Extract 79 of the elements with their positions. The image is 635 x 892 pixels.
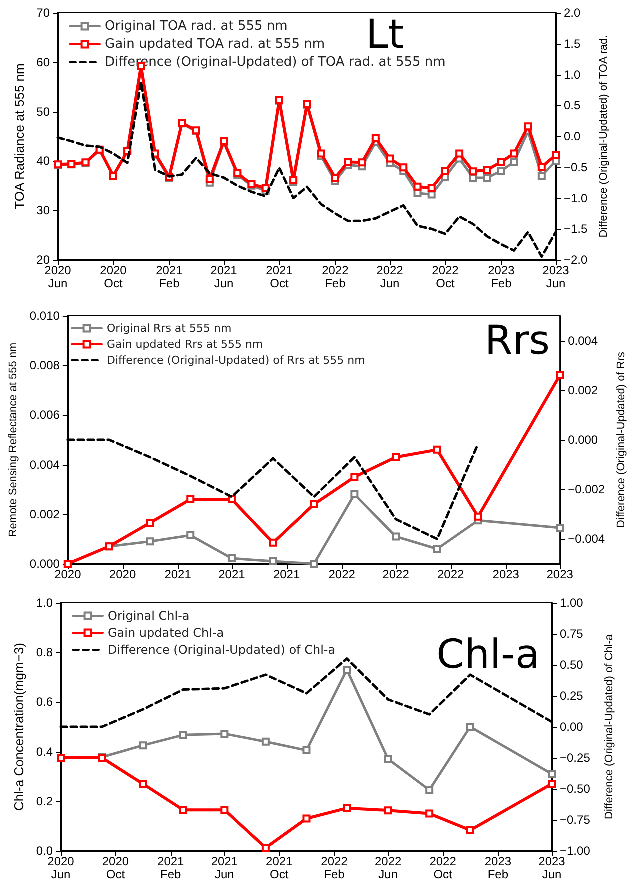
x-tick-label: 2021 Feb <box>158 854 185 882</box>
x-tick-label: 2023 Feb <box>484 854 512 882</box>
y2-tick-label: −0.002 <box>568 482 606 497</box>
x-tick-label: 2022 Feb <box>322 264 350 290</box>
y-tick-label: 0.010 <box>30 309 60 323</box>
y2-tick-label: −0.004 <box>568 532 606 546</box>
y2-tick-label: 0.25 <box>560 689 584 703</box>
y-tick-label: 0.002 <box>30 507 60 522</box>
x-tick-label: 2020 Oct <box>102 854 130 882</box>
y2-tick-label: 2.0 <box>564 6 582 20</box>
x-tick-label: 2021 <box>218 568 246 582</box>
y-tick-label: 70 <box>36 6 50 20</box>
y2-tick-label: −0.25 <box>560 751 591 765</box>
y2-tick-label: 1.00 <box>560 596 584 610</box>
x-tick-label: 2022 Jun <box>374 854 402 882</box>
x-tick-label: 2021 Oct <box>266 854 294 882</box>
x-tick-label: 2021 Jun <box>211 854 238 882</box>
y2-tick-label: −0.5 <box>564 160 588 174</box>
y2-tick-label: 0.002 <box>568 383 598 398</box>
y-tick-label: 0.008 <box>30 358 60 373</box>
y2-tick-label: 0.5 <box>564 98 582 113</box>
x-tick-label: 2020 <box>109 568 136 582</box>
y2-tick-label: 0.004 <box>568 334 598 348</box>
y2-tick-label: −0.75 <box>560 813 591 827</box>
legend-label: Difference (Original-Updated) of Rrs at 555 nm <box>107 354 366 367</box>
y2-tick-label: 1.0 <box>564 68 582 82</box>
annotation: Rrs <box>484 318 550 364</box>
y2-axis-title: Difference (Original-Updated) of Rrs <box>616 352 628 528</box>
y-tick-label: 50 <box>36 104 50 119</box>
y-tick-label: 60 <box>36 55 50 70</box>
y2-tick-label: −1.0 <box>564 191 588 206</box>
legend-label: Gain updated Chl-a <box>108 626 224 640</box>
legend-label: Difference (Original-Updated) of TOA rad. at 555 nm <box>105 55 446 70</box>
x-tick-label: 2022 <box>438 568 465 582</box>
annotation: Chl-a <box>436 632 540 678</box>
y-tick-label: 40 <box>36 154 50 168</box>
legend-label: Difference (Original-Updated) of Chl-a <box>108 643 336 657</box>
x-tick-label: 2021 <box>273 568 300 582</box>
x-tick-label: 2022 <box>382 568 410 582</box>
x-tick-label: 2023 <box>492 568 520 582</box>
x-tick-label: 2021 Jun <box>210 264 238 290</box>
y-tick-label: 0.6 <box>36 695 54 710</box>
y-tick-label: 30 <box>36 204 50 218</box>
y-tick-label: 0.2 <box>36 794 54 808</box>
y2-tick-label: 0.0 <box>564 130 582 144</box>
legend-label: Gain updated Rrs at 555 nm <box>107 338 264 351</box>
y2-tick-label: −1.5 <box>564 222 588 236</box>
y-tick-label: 0.4 <box>36 744 54 759</box>
x-tick-label: 2023 Feb <box>488 264 516 290</box>
y2-tick-label: 0.50 <box>560 658 584 672</box>
x-tick-label: 2022 Jun <box>376 264 404 290</box>
legend-label: Original Chl-a <box>108 609 190 623</box>
y2-tick-label: 1.5 <box>564 36 582 51</box>
y2-axis-title: Difference (Original-Updated) of Chl-a <box>604 634 616 820</box>
y-axis-title: Chl-a Concentration(mgm−3) <box>11 643 26 811</box>
y-tick-label: 1.0 <box>36 596 54 610</box>
x-tick-label: 2021 Feb <box>156 264 184 290</box>
x-tick-label: 2022 Oct <box>432 264 460 290</box>
y-tick-label: 0.004 <box>30 458 60 472</box>
y2-tick-label: 0.00 <box>560 720 584 734</box>
y-tick-label: 0.006 <box>30 408 60 422</box>
legend-label: Gain updated TOA rad. at 555 nm <box>105 37 326 52</box>
annotation: Lt <box>366 12 404 58</box>
y-axis-title: TOA Radiance at 555 nm <box>12 64 27 210</box>
x-tick-label: 2022 Oct <box>430 854 457 882</box>
x-tick-label: 2022 <box>328 568 356 582</box>
y2-tick-label: 0.000 <box>568 433 598 447</box>
x-tick-label: 2022 Feb <box>321 854 348 882</box>
y2-axis-title: Difference (Original-Updated) of TOA rad. <box>598 35 610 238</box>
x-tick-label: 2021 Oct <box>266 264 294 290</box>
legend-label: Original Rrs at 555 nm <box>107 322 232 335</box>
y2-tick-label: −0.50 <box>560 782 591 796</box>
x-tick-label: 2021 <box>164 568 192 582</box>
legend-label: Original TOA rad. at 555 nm <box>105 19 288 34</box>
y-tick-label: 0.8 <box>36 646 54 660</box>
x-tick-label: 2020 Oct <box>100 264 128 290</box>
y-axis-title: Remote Sensing Reflectance at 555 nm <box>8 342 20 538</box>
y2-tick-label: 0.75 <box>560 627 584 641</box>
x-tick-label: 2023 <box>546 568 574 582</box>
